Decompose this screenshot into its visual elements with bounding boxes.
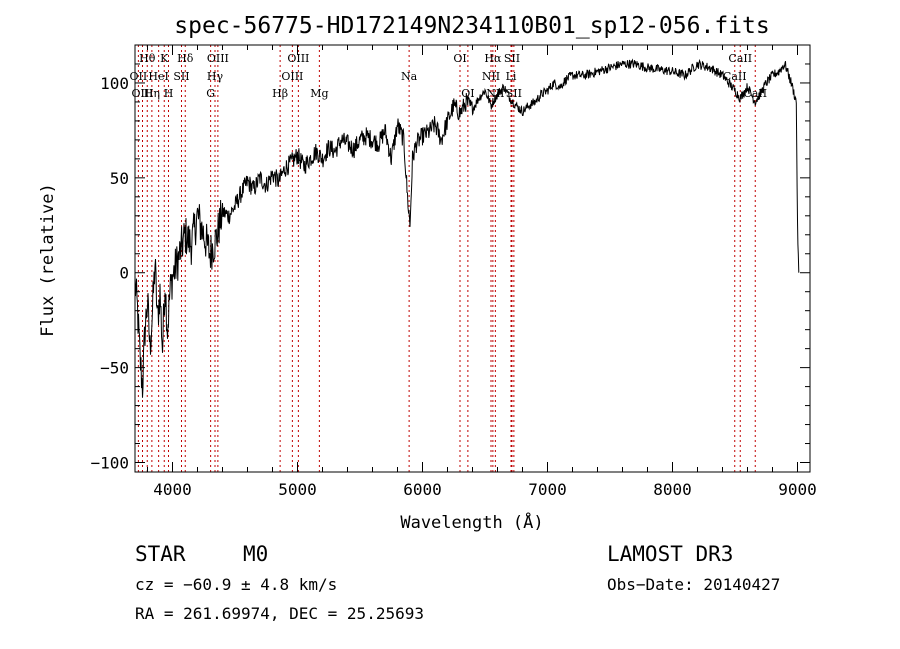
spectral-line-markers	[137, 45, 756, 472]
line-label-16: Na	[401, 70, 418, 83]
x-tick-label-1: 5000	[278, 480, 317, 499]
y-tick-label-0: −100	[90, 454, 129, 473]
line-label-4: HeI	[148, 70, 168, 83]
y-axis-ticks: −100 −50 0 50 100	[90, 63, 810, 473]
x-tick-label-0: 4000	[153, 480, 192, 499]
line-label-5: Hη	[144, 87, 160, 100]
line-label-18: OI	[461, 87, 474, 100]
x-axis-ticks: 4000 5000 6000 7000 8000 9000	[147, 45, 817, 499]
cz-value: cz = −60.9 ± 4.8 km/s	[135, 575, 337, 594]
line-label-6: Hδ	[177, 52, 194, 65]
y-axis-label: Flux (relative)	[38, 183, 58, 337]
line-label-7: SII	[173, 70, 189, 83]
line-label-19: Hα	[484, 52, 502, 65]
line-label-21: NII	[482, 70, 500, 83]
line-label-24: SII	[506, 87, 522, 100]
line-label-13: OIII	[281, 70, 303, 83]
line-label-1: OII	[130, 70, 148, 83]
line-label-26: CaII	[723, 70, 747, 83]
line-label-17: OI	[453, 52, 466, 65]
x-tick-label-2: 6000	[403, 480, 442, 499]
line-label-8: H	[164, 87, 174, 100]
line-label-25: CaII	[728, 52, 752, 65]
x-tick-label-3: 7000	[528, 480, 567, 499]
line-label-9: OIII	[207, 52, 229, 65]
survey-name: LAMOST DR3	[607, 542, 733, 566]
line-label-22: Li	[506, 70, 517, 83]
chart-title: spec-56775-HD172149N234110B01_sp12-056.f…	[174, 13, 769, 39]
line-label-12: OIII	[287, 52, 309, 65]
object-subclass: M0	[243, 542, 268, 566]
x-tick-label-5: 9000	[778, 480, 817, 499]
line-label-3: K	[160, 52, 169, 65]
y-tick-label-2: 0	[119, 264, 129, 283]
coordinates: RA = 261.69974, DEC = 25.25693	[135, 604, 424, 623]
spectrum-line	[134, 58, 800, 398]
line-label-15: Mg	[310, 87, 328, 100]
y-tick-label-1: −50	[100, 359, 129, 378]
object-type: STAR	[135, 542, 186, 566]
line-label-20: SII	[504, 52, 520, 65]
line-label-2: OIII	[131, 87, 153, 100]
y-tick-label-4: 100	[100, 74, 129, 93]
line-label-0: Hθ	[139, 52, 156, 65]
observation-date: Obs−Date: 20140427	[607, 575, 780, 594]
y-tick-label-3: 50	[110, 169, 129, 188]
line-label-10: Hγ	[207, 70, 224, 83]
x-tick-label-4: 8000	[653, 480, 692, 499]
line-label-14: Hβ	[272, 87, 288, 100]
x-axis-label: Wavelength (Å)	[400, 511, 543, 533]
spectral-line-labels: Hθ OII OIII K HeI Hη Hδ SII H OIII Hγ G OIII OIII Hβ Mg…	[130, 52, 768, 100]
line-label-11: G	[206, 87, 215, 100]
